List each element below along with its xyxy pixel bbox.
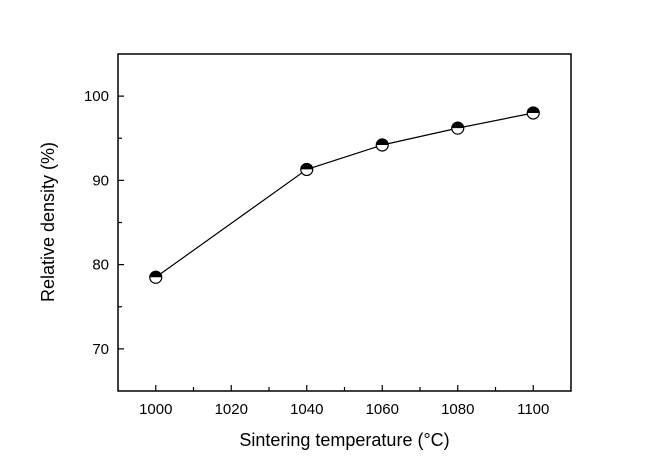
marker-filled-half bbox=[451, 122, 464, 129]
x-axis-label: Sintering temperature (°C) bbox=[239, 430, 449, 450]
y-axis-label: Relative density (%) bbox=[38, 142, 58, 302]
ticks: 1000 1020 1040 1060 1080 1100 70 80 90 100 bbox=[84, 88, 549, 418]
x-tick-label: 1060 bbox=[366, 401, 399, 418]
x-tick-label: 1080 bbox=[441, 401, 474, 418]
marker-filled-half bbox=[149, 271, 162, 278]
marker-filled-half bbox=[300, 163, 313, 170]
data-point bbox=[300, 162, 314, 177]
plot-frame bbox=[117, 53, 572, 392]
x-tick-label: 1040 bbox=[290, 401, 323, 418]
y-tick-label: 100 bbox=[84, 88, 109, 105]
data-point bbox=[451, 121, 465, 135]
data-point bbox=[526, 106, 540, 120]
y-tick-label: 90 bbox=[92, 172, 109, 189]
marker-filled-half bbox=[527, 106, 540, 113]
x-tick-label: 1100 bbox=[517, 401, 549, 418]
y-tick-label: 80 bbox=[92, 257, 109, 274]
series-line bbox=[155, 112, 534, 278]
data-point bbox=[375, 138, 389, 152]
y-tick-label: 70 bbox=[92, 341, 109, 358]
x-tick-label: 1020 bbox=[215, 401, 248, 418]
series bbox=[149, 106, 540, 284]
axes bbox=[117, 53, 572, 392]
marker-filled-half bbox=[376, 138, 389, 145]
x-tick-label: 1000 bbox=[139, 401, 172, 418]
data-point bbox=[149, 270, 163, 284]
